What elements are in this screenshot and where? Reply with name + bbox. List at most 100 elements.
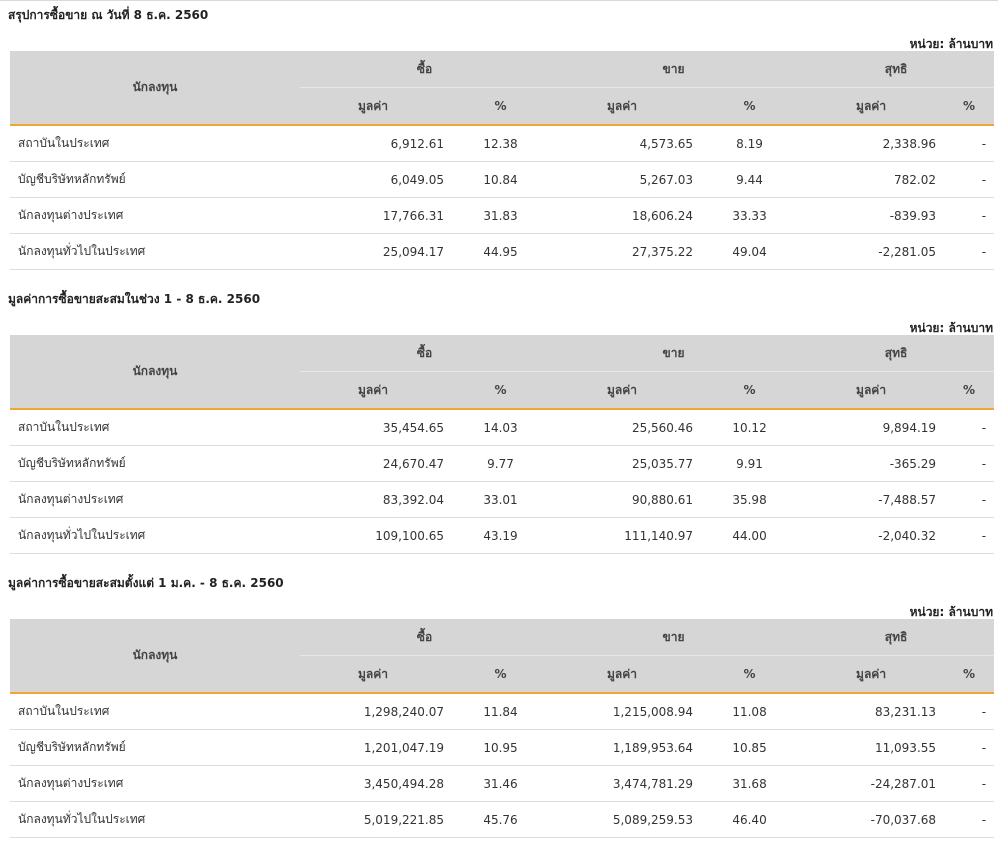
investor-name: สถาบันในประเทศ [10, 409, 300, 446]
buy-percent: 11.84 [452, 693, 550, 730]
sell-percent: 10.85 [701, 729, 799, 766]
buy-value: 35,454.65 [300, 409, 452, 446]
investor-name: นักลงทุนต่างประเทศ [10, 197, 300, 234]
net-value: -839.93 [798, 197, 945, 234]
net-percent: - [944, 233, 995, 270]
buy-value: 83,392.04 [300, 481, 452, 518]
table-row: นักลงทุนทั่วไปในประเทศ 5,019,221.85 45.7… [10, 801, 995, 838]
header-buy-percent: % [452, 371, 550, 410]
buy-value: 109,100.65 [300, 517, 452, 554]
investor-name: บัญชีบริษัทหลักทรัพย์ [10, 729, 300, 766]
net-value: -365.29 [798, 445, 945, 482]
net-value: 782.02 [798, 161, 945, 198]
net-value: -2,281.05 [798, 233, 945, 270]
table-row: นักลงทุนต่างประเทศ 17,766.31 31.83 18,60… [10, 197, 995, 234]
sell-value: 27,375.22 [549, 233, 702, 270]
section-title: มูลค่าการซื้อขายสะสมในช่วง 1 - 8 ธ.ค. 25… [8, 292, 261, 306]
header-sell-value: มูลค่า [549, 371, 702, 410]
header-investor: นักลงทุน [10, 619, 300, 694]
sell-percent: 9.91 [701, 445, 799, 482]
net-percent: - [944, 693, 995, 730]
net-value: 2,338.96 [798, 125, 945, 162]
buy-percent: 31.83 [452, 197, 550, 234]
buy-percent: 31.46 [452, 765, 550, 802]
header-buy: ซื้อ [300, 335, 550, 372]
sell-value: 5,267.03 [549, 161, 702, 198]
table-body: สถาบันในประเทศ 6,912.61 12.38 4,573.65 8… [10, 125, 995, 270]
sell-value: 4,573.65 [549, 125, 702, 162]
table-row: นักลงทุนทั่วไปในประเทศ 25,094.17 44.95 2… [10, 233, 995, 270]
unit-label: หน่วย: ล้านบาท [909, 37, 993, 51]
header-net-percent: % [944, 87, 995, 126]
sell-value: 3,474,781.29 [549, 765, 702, 802]
sell-percent: 35.98 [701, 481, 799, 518]
trading-table: นักลงทุน ซื้อ ขาย สุทธิ มูลค่า % มูลค่า … [10, 51, 995, 270]
header-buy: ซื้อ [300, 51, 550, 88]
buy-percent: 33.01 [452, 481, 550, 518]
header-net: สุทธิ [798, 619, 995, 656]
buy-value: 17,766.31 [300, 197, 452, 234]
header-buy-percent: % [452, 655, 550, 694]
sell-percent: 49.04 [701, 233, 799, 270]
buy-percent: 14.03 [452, 409, 550, 446]
net-percent: - [944, 161, 995, 198]
buy-value: 6,049.05 [300, 161, 452, 198]
buy-value: 6,912.61 [300, 125, 452, 162]
header-sell-percent: % [701, 87, 799, 126]
header-sell-value: มูลค่า [549, 87, 702, 126]
net-percent: - [944, 409, 995, 446]
unit-label: หน่วย: ล้านบาท [909, 605, 993, 619]
header-buy-value: มูลค่า [300, 371, 452, 410]
investor-name: นักลงทุนทั่วไปในประเทศ [10, 801, 300, 838]
investor-name: นักลงทุนทั่วไปในประเทศ [10, 233, 300, 270]
net-percent: - [944, 481, 995, 518]
table-row: นักลงทุนต่างประเทศ 83,392.04 33.01 90,88… [10, 481, 995, 518]
sell-percent: 31.68 [701, 765, 799, 802]
header-buy-value: มูลค่า [300, 655, 452, 694]
header-sell: ขาย [549, 335, 799, 372]
sell-percent: 9.44 [701, 161, 799, 198]
header-net-value: มูลค่า [798, 371, 945, 410]
header-sell-percent: % [701, 371, 799, 410]
header-sell: ขาย [549, 51, 799, 88]
buy-value: 1,298,240.07 [300, 693, 452, 730]
net-value: 83,231.13 [798, 693, 945, 730]
sell-value: 90,880.61 [549, 481, 702, 518]
unit-label: หน่วย: ล้านบาท [909, 321, 993, 335]
investor-name: สถาบันในประเทศ [10, 125, 300, 162]
table-row: บัญชีบริษัทหลักทรัพย์ 6,049.05 10.84 5,2… [10, 161, 995, 198]
net-percent: - [944, 125, 995, 162]
net-value: -24,287.01 [798, 765, 945, 802]
net-value: 9,894.19 [798, 409, 945, 446]
investor-name: นักลงทุนทั่วไปในประเทศ [10, 517, 300, 554]
investor-name: บัญชีบริษัทหลักทรัพย์ [10, 445, 300, 482]
buy-value: 1,201,047.19 [300, 729, 452, 766]
net-percent: - [944, 801, 995, 838]
buy-percent: 44.95 [452, 233, 550, 270]
table-row: บัญชีบริษัทหลักทรัพย์ 1,201,047.19 10.95… [10, 729, 995, 766]
sell-value: 25,035.77 [549, 445, 702, 482]
investor-name: นักลงทุนต่างประเทศ [10, 481, 300, 518]
trading-table: นักลงทุน ซื้อ ขาย สุทธิ มูลค่า % มูลค่า … [10, 619, 995, 838]
net-value: -2,040.32 [798, 517, 945, 554]
net-value: -7,488.57 [798, 481, 945, 518]
sell-percent: 44.00 [701, 517, 799, 554]
sell-value: 1,215,008.94 [549, 693, 702, 730]
buy-percent: 9.77 [452, 445, 550, 482]
table-row: สถาบันในประเทศ 6,912.61 12.38 4,573.65 8… [10, 125, 995, 162]
buy-value: 5,019,221.85 [300, 801, 452, 838]
section-title: สรุปการซื้อขาย ณ วันที่ 8 ธ.ค. 2560 [8, 8, 209, 22]
header-buy-value: มูลค่า [300, 87, 452, 126]
investor-name: นักลงทุนต่างประเทศ [10, 765, 300, 802]
table-row: นักลงทุนทั่วไปในประเทศ 109,100.65 43.19 … [10, 517, 995, 554]
top-divider [0, 0, 998, 1]
section-title: มูลค่าการซื้อขายสะสมตั้งแต่ 1 ม.ค. - 8 ธ… [8, 576, 284, 590]
sell-percent: 8.19 [701, 125, 799, 162]
table-row: นักลงทุนต่างประเทศ 3,450,494.28 31.46 3,… [10, 765, 995, 802]
header-net-percent: % [944, 655, 995, 694]
sell-percent: 46.40 [701, 801, 799, 838]
sell-percent: 11.08 [701, 693, 799, 730]
buy-percent: 10.84 [452, 161, 550, 198]
header-sell-percent: % [701, 655, 799, 694]
table-row: สถาบันในประเทศ 35,454.65 14.03 25,560.46… [10, 409, 995, 446]
